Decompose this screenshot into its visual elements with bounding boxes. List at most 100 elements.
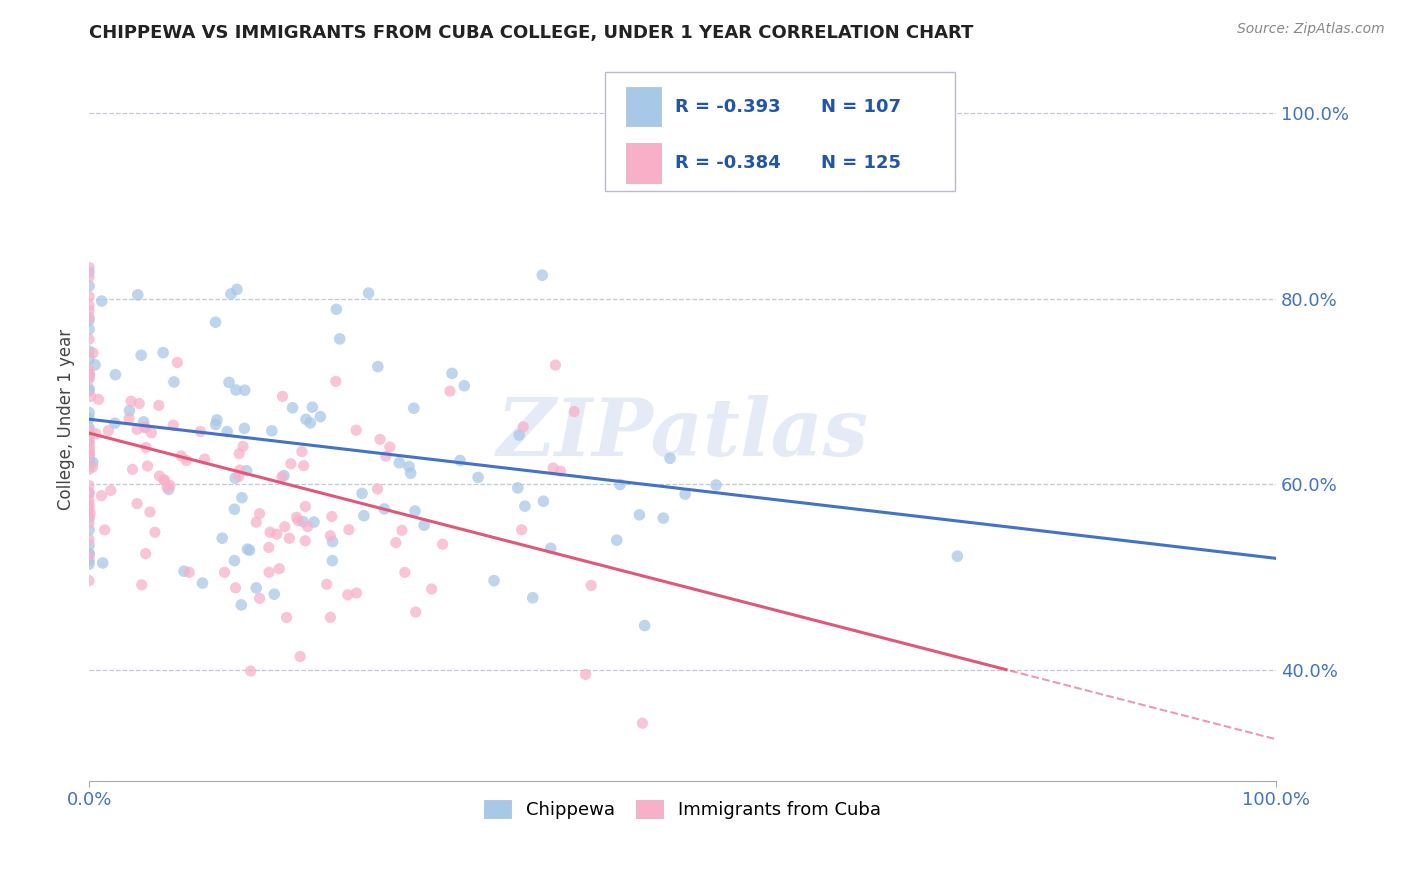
Chippewa [238,543,260,558]
Immigrants from Cuba [125,422,148,436]
Chippewa [531,494,554,508]
Chippewa [321,554,343,568]
Chippewa [129,348,152,362]
Text: R = -0.393: R = -0.393 [675,98,780,116]
Immigrants from Cuba [84,426,107,441]
Immigrants from Cuba [239,664,262,678]
Immigrants from Cuba [291,444,314,458]
Immigrants from Cuba [266,527,288,541]
Chippewa [652,511,675,525]
Chippewa [77,406,100,420]
Chippewa [77,553,100,567]
Immigrants from Cuba [77,493,100,508]
Immigrants from Cuba [271,389,294,403]
Immigrants from Cuba [80,389,103,403]
Immigrants from Cuba [139,505,162,519]
Chippewa [77,434,100,449]
Chippewa [77,456,100,470]
Immigrants from Cuba [229,463,252,477]
Immigrants from Cuba [285,510,308,524]
Immigrants from Cuba [288,649,311,664]
Immigrants from Cuba [77,574,100,588]
Immigrants from Cuba [93,523,115,537]
Immigrants from Cuba [249,507,271,521]
Immigrants from Cuba [228,446,250,460]
Text: N = 125: N = 125 [821,154,901,172]
Immigrants from Cuba [245,515,267,529]
Chippewa [77,557,100,571]
Immigrants from Cuba [90,489,112,503]
Immigrants from Cuba [391,524,413,538]
Chippewa [77,265,100,279]
Chippewa [673,487,696,501]
Chippewa [373,502,395,516]
Chippewa [77,523,100,537]
Chippewa [152,345,174,359]
Immigrants from Cuba [337,523,360,537]
Chippewa [467,470,489,484]
Chippewa [413,518,436,533]
Immigrants from Cuba [77,368,100,382]
Text: N = 107: N = 107 [821,98,901,116]
Immigrants from Cuba [77,332,100,346]
Chippewa [77,510,100,524]
Immigrants from Cuba [121,462,143,476]
Chippewa [231,598,253,612]
Chippewa [233,421,256,435]
Chippewa [84,358,107,372]
Chippewa [540,541,562,556]
Immigrants from Cuba [156,480,179,494]
Text: R = -0.384: R = -0.384 [675,154,782,172]
Immigrants from Cuba [77,500,100,515]
Immigrants from Cuba [135,547,157,561]
Chippewa [506,481,529,495]
Immigrants from Cuba [176,453,198,467]
Immigrants from Cuba [77,303,100,318]
Immigrants from Cuba [77,548,100,562]
Immigrants from Cuba [77,503,100,517]
Immigrants from Cuba [148,398,170,412]
Y-axis label: College, Under 1 year: College, Under 1 year [58,328,75,509]
Chippewa [263,587,285,601]
Chippewa [118,403,141,417]
Chippewa [704,478,727,492]
Immigrants from Cuba [321,509,343,524]
Chippewa [513,499,536,513]
Chippewa [77,384,100,398]
FancyBboxPatch shape [606,72,956,191]
Chippewa [233,383,256,397]
Immigrants from Cuba [77,289,100,303]
Immigrants from Cuba [344,423,367,437]
Immigrants from Cuba [125,497,148,511]
Immigrants from Cuba [77,497,100,511]
Chippewa [225,383,247,397]
Chippewa [77,322,100,336]
Chippewa [404,504,426,518]
Immigrants from Cuba [77,310,100,325]
Chippewa [217,425,239,439]
Chippewa [628,508,651,522]
Chippewa [325,302,347,317]
Immigrants from Cuba [319,610,342,624]
Immigrants from Cuba [287,514,309,528]
Chippewa [218,376,240,390]
Chippewa [522,591,544,605]
Chippewa [295,412,318,426]
Immigrants from Cuba [374,449,396,463]
Immigrants from Cuba [432,537,454,551]
Chippewa [309,409,332,424]
Chippewa [449,453,471,467]
Chippewa [77,351,100,366]
Immigrants from Cuba [394,566,416,580]
Immigrants from Cuba [82,460,104,475]
Chippewa [163,375,186,389]
Chippewa [281,401,304,415]
Immigrants from Cuba [259,525,281,540]
Immigrants from Cuba [631,716,654,731]
Immigrants from Cuba [77,367,100,381]
Text: ZIPatlas: ZIPatlas [496,395,869,473]
Immigrants from Cuba [257,541,280,555]
Immigrants from Cuba [367,482,389,496]
Immigrants from Cuba [166,355,188,369]
Chippewa [191,576,214,591]
